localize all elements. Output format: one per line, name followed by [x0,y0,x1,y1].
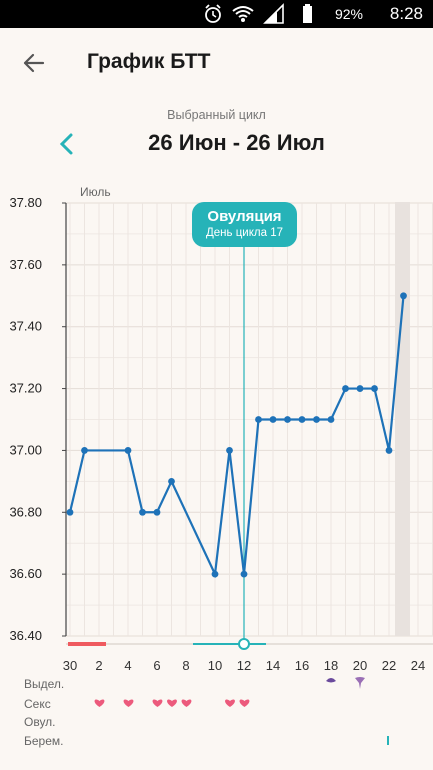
battery-icon [303,4,312,23]
x-tick-label: 24 [411,658,425,673]
cycle-bar [66,638,433,650]
temperature-point[interactable] [400,292,407,300]
y-tick-label: 37.20 [9,381,42,396]
status-icons [205,3,312,24]
row-label-ovulation: Овул. [24,715,56,729]
arrow-left-icon [23,53,45,73]
x-tick-label: 6 [153,658,160,673]
battery-percent: 92% [334,6,363,22]
month-label: Июль [80,185,111,199]
heart-icon[interactable] [239,699,250,707]
wifi-icon [232,6,254,22]
temperature-point[interactable] [298,416,306,423]
y-tick-label: 37.80 [9,195,42,210]
heart-icon[interactable] [152,699,163,707]
heart-icon[interactable] [181,699,192,707]
x-tick-label: 4 [124,658,131,673]
signal-icon [263,3,284,24]
temperature-point[interactable] [313,416,320,423]
x-tick-label: 8 [182,658,189,673]
temperature-point[interactable] [327,416,335,423]
y-tick-label: 36.80 [9,504,42,519]
x-tick-label: 30 [63,658,77,673]
temperature-point[interactable] [153,508,161,516]
heart-icon[interactable] [123,699,134,707]
page-title: График БТТ [87,50,211,73]
clock-time: 8:28 [389,4,423,23]
ovulation-title: Овуляция [207,208,282,225]
alarm-icon [205,4,221,23]
today-column [395,202,410,636]
y-tick-label: 37.40 [9,319,42,334]
temperature-point[interactable] [371,385,378,392]
discharge-icon[interactable] [326,678,336,683]
x-tick-label: 10 [208,658,222,673]
y-tick-label: 36.60 [9,566,42,581]
heart-icon[interactable] [167,699,177,707]
row-label-pregnancy: Берем. [24,734,64,748]
x-tick-label: 2 [95,658,102,673]
temperature-point[interactable] [356,385,364,392]
cycle-label: Выбранный цикл [167,108,266,122]
temperature-series [66,292,407,579]
chart-grid [66,202,433,637]
ovulation-dot[interactable] [238,638,250,650]
temperature-point[interactable] [81,447,88,454]
x-tick-label: 20 [353,658,367,673]
y-tick-label: 37.60 [9,257,42,272]
row-markers [94,677,389,745]
x-axis: 30 2 4 6 8 10 12 14 16 18 20 22 24 [63,658,425,673]
x-tick-label: 22 [382,658,396,673]
x-tick-label: 12 [237,658,251,673]
temperature-point[interactable] [124,447,132,454]
temperature-point[interactable] [211,570,219,578]
ovulation-subtitle: День цикла 17 [206,227,283,239]
temperature-point[interactable] [139,508,146,516]
y-tick-label: 37.00 [9,442,42,457]
cycle-range: 26 Июн - 26 Июл [148,130,325,155]
temperature-point[interactable] [226,447,233,454]
temperature-point[interactable] [269,416,277,423]
y-tick-label: 36.40 [9,628,42,643]
heart-icon[interactable] [225,699,235,707]
x-tick-label: 16 [295,658,309,673]
x-tick-label: 14 [266,658,280,673]
temperature-point[interactable] [240,570,248,578]
bbt-chart[interactable]: Июль 37.80 37.60 37.40 37.20 37.00 36.80 36.60… [0,180,433,770]
status-bar: 92% 8:28 [0,0,433,28]
app-bar: График БТТ [0,28,433,98]
heart-icon[interactable] [94,699,105,707]
prev-cycle-button[interactable] [54,130,80,158]
temperature-point[interactable] [66,508,74,516]
y-axis: 37.80 37.60 37.40 37.20 37.00 36.80 36.60 36.40 [9,195,67,643]
x-tick-label: 18 [324,658,338,673]
temperature-point[interactable] [284,416,291,423]
temperature-point[interactable] [385,447,393,454]
row-label-discharge: Выдел. [24,677,65,691]
temperature-point[interactable] [168,477,175,485]
discharge-icon[interactable] [355,677,365,689]
temperature-point[interactable] [255,416,262,423]
back-button[interactable] [16,48,50,78]
temperature-line [68,295,405,579]
temperature-point[interactable] [342,385,349,392]
chevron-left-icon [59,133,73,155]
row-label-sex: Секс [24,697,51,711]
ovulation-badge[interactable]: Овуляция День цикла 17 [192,202,297,247]
